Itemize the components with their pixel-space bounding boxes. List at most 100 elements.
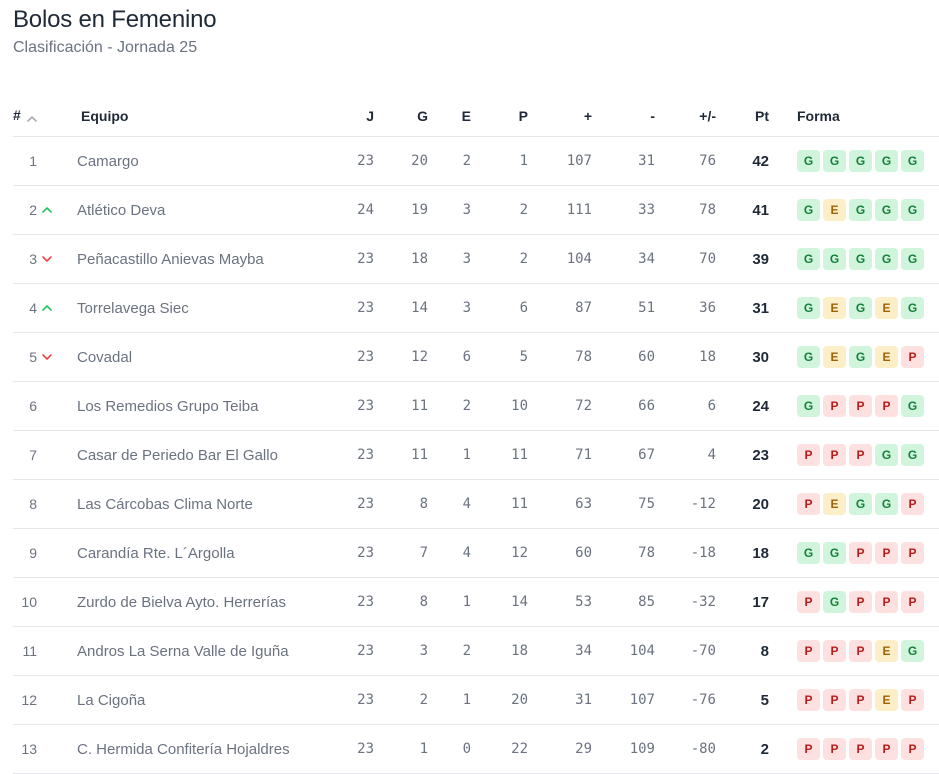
position-number: 5 bbox=[29, 348, 37, 365]
form-badge: G bbox=[875, 444, 898, 466]
team-name[interactable]: Covadal bbox=[53, 332, 343, 382]
for-cell: 111 bbox=[528, 185, 592, 235]
drawn-cell: 3 bbox=[428, 185, 471, 235]
form-badge: G bbox=[849, 297, 872, 319]
column-header-difference[interactable]: +/- bbox=[655, 96, 716, 137]
played-cell: 23 bbox=[343, 626, 374, 676]
drawn-cell: 4 bbox=[428, 528, 471, 578]
points-cell: 8 bbox=[716, 626, 769, 676]
table-row[interactable]: 5 Covadal 23 12 6 5 78 60 18 30 G E G E P bbox=[13, 332, 939, 382]
chevron-up-icon[interactable] bbox=[27, 109, 37, 125]
for-cell: 104 bbox=[528, 234, 592, 284]
against-cell: 34 bbox=[592, 234, 655, 284]
position-number: 3 bbox=[29, 250, 37, 267]
team-name[interactable]: Carandía Rte. L´Argolla bbox=[53, 528, 343, 578]
drawn-cell: 0 bbox=[428, 724, 471, 774]
for-cell: 53 bbox=[528, 577, 592, 627]
difference-cell: 76 bbox=[655, 136, 716, 186]
team-name[interactable]: Camargo bbox=[53, 136, 343, 186]
form-badge: P bbox=[823, 395, 846, 417]
position-cell: 9 bbox=[13, 528, 53, 578]
team-name[interactable]: C. Hermida Confitería Hojaldres bbox=[53, 724, 343, 774]
lost-cell: 12 bbox=[471, 528, 528, 578]
form-badge: G bbox=[797, 150, 820, 172]
table-header-row: # Equipo J G E P + - +/- Pt Forma bbox=[13, 96, 939, 137]
table-row[interactable]: 7 Casar de Periedo Bar El Gallo 23 11 1 11 71 6… bbox=[13, 430, 939, 480]
difference-cell: 70 bbox=[655, 234, 716, 284]
difference-cell: -32 bbox=[655, 577, 716, 627]
position-cell: 11 bbox=[13, 626, 53, 676]
form-badge: P bbox=[901, 591, 924, 613]
against-cell: 85 bbox=[592, 577, 655, 627]
column-header-label: # bbox=[13, 107, 21, 124]
column-header-team[interactable]: Equipo bbox=[53, 96, 343, 137]
position-cell: 10 bbox=[13, 577, 53, 627]
table-row[interactable]: 11 Andros La Serna Valle de Iguña 23 3 2 18 34… bbox=[13, 626, 939, 676]
column-header-won[interactable]: G bbox=[374, 96, 428, 137]
for-cell: 107 bbox=[528, 136, 592, 186]
table-row[interactable]: 2 Atlético Deva 24 19 3 2 111 33 78 41 G E G G G bbox=[13, 185, 939, 235]
lost-cell: 22 bbox=[471, 724, 528, 774]
form-badge: G bbox=[875, 199, 898, 221]
form-badge: G bbox=[849, 346, 872, 368]
position-number: 10 bbox=[21, 593, 37, 610]
played-cell: 23 bbox=[343, 136, 374, 186]
table-row[interactable]: 8 Las Cárcobas Clima Norte 23 8 4 11 63 75 -12 20… bbox=[13, 479, 939, 529]
column-header-drawn[interactable]: E bbox=[428, 96, 471, 137]
table-row[interactable]: 1 Camargo 23 20 2 1 107 31 76 42 G G G G G bbox=[13, 136, 939, 186]
points-cell: 31 bbox=[716, 283, 769, 333]
table-row[interactable]: 3 Peñacastillo Anievas Mayba 23 18 3 2 104 34 70… bbox=[13, 234, 939, 284]
table-row[interactable]: 12 La Cigoña 23 2 1 20 31 107 -76 5 P P P E P bbox=[13, 675, 939, 725]
form-badge: P bbox=[797, 738, 820, 760]
team-name[interactable]: Andros La Serna Valle de Iguña bbox=[53, 626, 343, 676]
form-badge: P bbox=[849, 444, 872, 466]
played-cell: 24 bbox=[343, 185, 374, 235]
team-name[interactable]: La Cigoña bbox=[53, 675, 343, 725]
position-number: 13 bbox=[21, 740, 37, 757]
for-cell: 72 bbox=[528, 381, 592, 431]
column-header-position[interactable]: # bbox=[13, 96, 53, 137]
table-row[interactable]: 6 Los Remedios Grupo Teiba 23 11 2 10 72 66 6 24 G… bbox=[13, 381, 939, 431]
team-name[interactable]: Las Cárcobas Clima Norte bbox=[53, 479, 343, 529]
points-cell: 2 bbox=[716, 724, 769, 774]
team-name[interactable]: Atlético Deva bbox=[53, 185, 343, 235]
team-name[interactable]: Los Remedios Grupo Teiba bbox=[53, 381, 343, 431]
table-row[interactable]: 4 Torrelavega Siec 23 14 3 6 87 51 36 31 G E G E G bbox=[13, 283, 939, 333]
team-name[interactable]: Zurdo de Bielva Ayto. Herrerías bbox=[53, 577, 343, 627]
against-cell: 75 bbox=[592, 479, 655, 529]
page-title: Bolos en Femenino bbox=[13, 6, 217, 33]
form-badge: P bbox=[849, 640, 872, 662]
points-cell: 41 bbox=[716, 185, 769, 235]
played-cell: 23 bbox=[343, 577, 374, 627]
table-row[interactable]: 10 Zurdo de Bielva Ayto. Herrerías 23 8 1 14 5… bbox=[13, 577, 939, 627]
form-badge: P bbox=[823, 640, 846, 662]
against-cell: 104 bbox=[592, 626, 655, 676]
won-cell: 1 bbox=[374, 724, 428, 774]
team-name[interactable]: Casar de Periedo Bar El Gallo bbox=[53, 430, 343, 480]
difference-cell: 78 bbox=[655, 185, 716, 235]
form-badge: G bbox=[875, 248, 898, 270]
column-header-for[interactable]: + bbox=[528, 96, 592, 137]
for-cell: 60 bbox=[528, 528, 592, 578]
table-row[interactable]: 13 C. Hermida Confitería Hojaldres 23 1 0 22 2… bbox=[13, 724, 939, 774]
form-badge: P bbox=[797, 444, 820, 466]
table-row[interactable]: 9 Carandía Rte. L´Argolla 23 7 4 12 60 78 -18 18 G… bbox=[13, 528, 939, 578]
column-header-against[interactable]: - bbox=[592, 96, 655, 137]
for-cell: 29 bbox=[528, 724, 592, 774]
column-header-points[interactable]: Pt bbox=[716, 96, 769, 137]
form-badge: G bbox=[797, 199, 820, 221]
chevron-down-icon bbox=[41, 351, 53, 363]
column-header-lost[interactable]: P bbox=[471, 96, 528, 137]
standings-table: # Equipo J G E P + - +/- Pt Forma 1 Camar… bbox=[13, 96, 939, 774]
team-name[interactable]: Torrelavega Siec bbox=[53, 283, 343, 333]
form-badge: P bbox=[901, 738, 924, 760]
column-header-form[interactable]: Forma bbox=[769, 96, 939, 137]
column-header-played[interactable]: J bbox=[343, 96, 374, 137]
team-name[interactable]: Peñacastillo Anievas Mayba bbox=[53, 234, 343, 284]
for-cell: 78 bbox=[528, 332, 592, 382]
lost-cell: 11 bbox=[471, 430, 528, 480]
